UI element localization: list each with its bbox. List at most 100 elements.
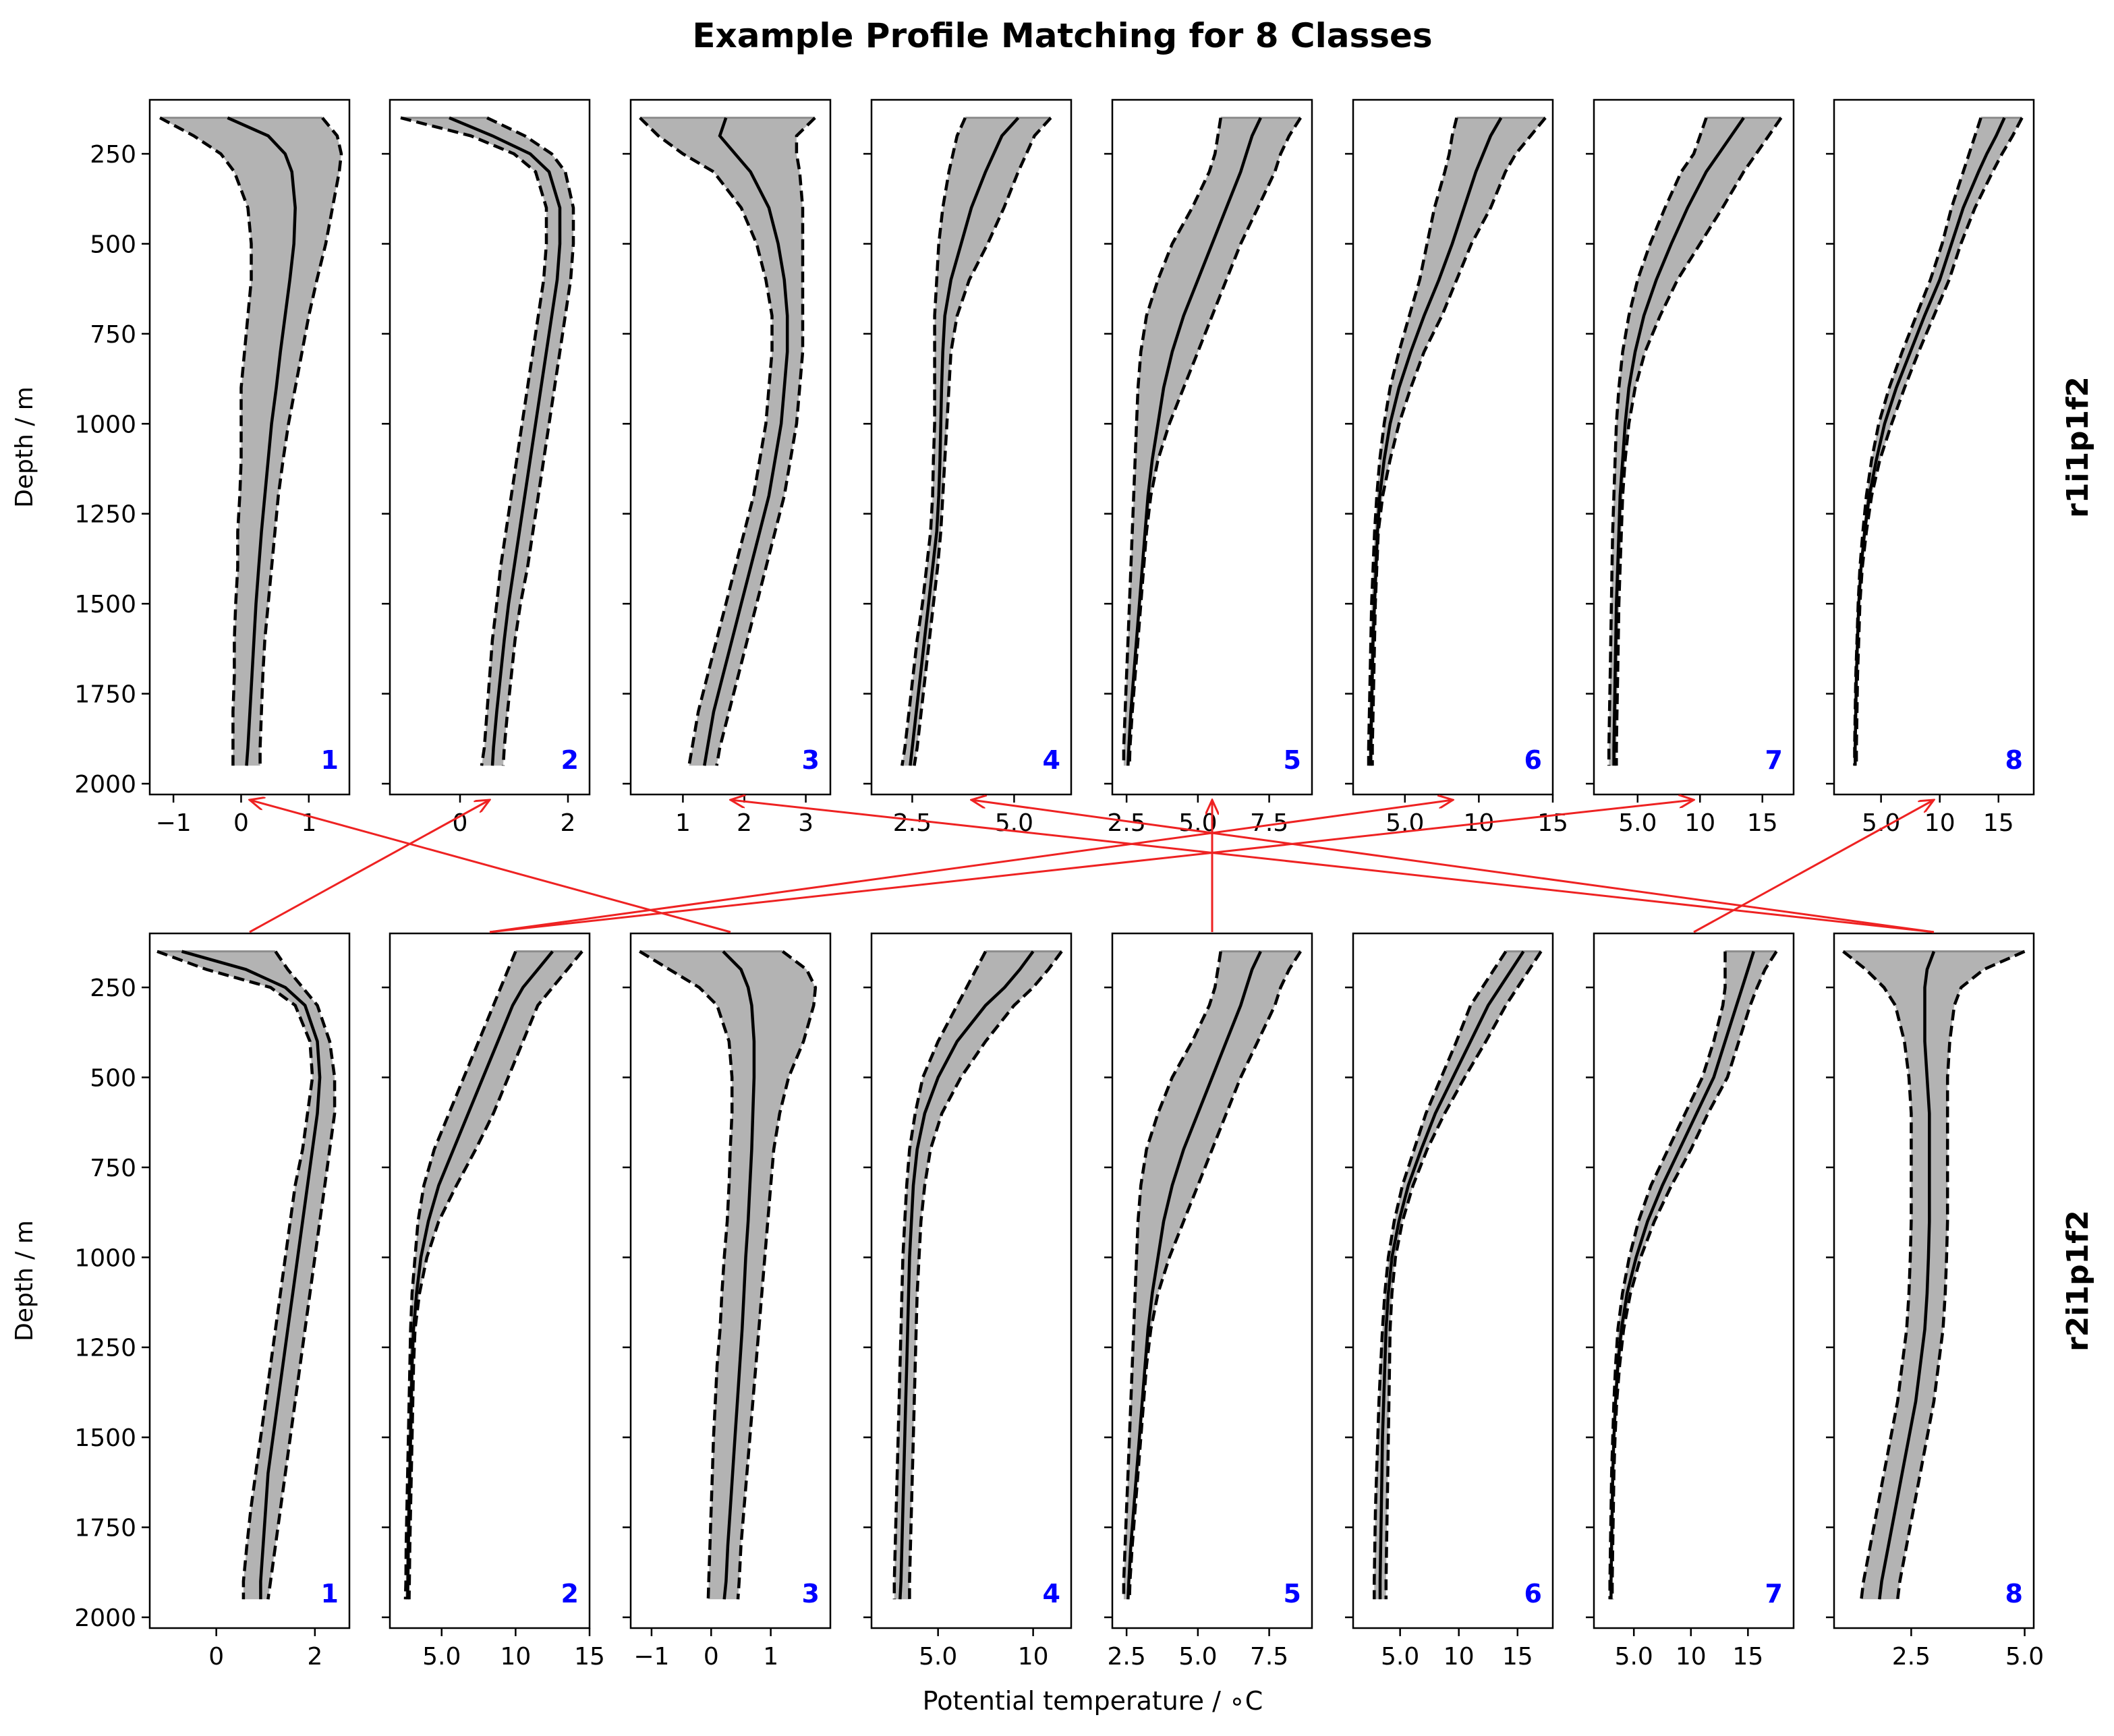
- panel-frame: [1833, 98, 2035, 796]
- spread-band: [1123, 117, 1301, 766]
- spread-band: [1123, 951, 1301, 1600]
- class-label: 2: [561, 745, 579, 775]
- y-tick-label: 750: [90, 1155, 136, 1182]
- x-tick-label: 0: [704, 1643, 719, 1671]
- x-tick-label: 10: [1676, 1643, 1707, 1671]
- spread-band: [1369, 117, 1545, 766]
- upper-bound-line: [258, 117, 343, 766]
- class-label: 5: [1284, 1579, 1301, 1609]
- class-label: 3: [802, 745, 820, 775]
- x-tick-label: 10: [1924, 809, 1955, 837]
- y-tick-label: 250: [90, 141, 136, 169]
- x-tick-label: 2.5: [1892, 1643, 1931, 1671]
- x-tick-label: 15: [1502, 1643, 1533, 1671]
- class-label: 6: [1524, 1579, 1542, 1609]
- x-tick-label: 2.5: [893, 809, 932, 837]
- lower-bound-line: [901, 117, 967, 766]
- spread-band: [1609, 117, 1781, 766]
- x-axis-label: Potential temperature / ∘C: [923, 1686, 1263, 1716]
- y-tick-label: 1250: [74, 501, 136, 529]
- lower-bound-line: [1607, 117, 1708, 766]
- class-label: 8: [2005, 1579, 2023, 1609]
- x-tick-label: 1: [301, 809, 316, 837]
- spread-band: [902, 117, 1051, 766]
- x-tick-label: 10: [500, 1643, 531, 1671]
- match-arrow-8-to-3: [731, 800, 1935, 933]
- panel-frame: [629, 932, 832, 1629]
- upper-bound-line: [1615, 117, 1783, 766]
- mean-profile-line: [1378, 950, 1525, 1600]
- mean-profile-line: [181, 950, 322, 1600]
- class-label: 8: [2005, 745, 2023, 775]
- mean-profile-line: [227, 116, 297, 766]
- upper-bound-line: [266, 950, 337, 1600]
- spread-band: [405, 951, 582, 1600]
- match-arrow-1-to-2: [249, 800, 490, 933]
- x-tick-label: 15: [1747, 809, 1778, 837]
- y-axis-label: Depth / m: [11, 386, 38, 508]
- spread-band: [1843, 951, 2025, 1600]
- match-arrow-3-to-1: [250, 800, 731, 933]
- panel-r2i1p1f2-class-5: 2.5 5.0 7.5 5: [1104, 932, 1313, 1671]
- x-tick-label: 3: [798, 809, 813, 837]
- y-tick-label: 1000: [74, 1244, 136, 1272]
- x-tick-label: 15: [574, 1643, 605, 1671]
- panel-frame: [1111, 98, 1313, 796]
- x-tick-label: 5.0: [422, 1643, 461, 1671]
- mean-profile-line: [1612, 117, 1745, 766]
- x-tick-label: 5.0: [2005, 1643, 2044, 1671]
- mean-profile-line: [406, 950, 554, 1600]
- spread-band: [401, 117, 573, 766]
- upper-bound-line: [913, 117, 1052, 766]
- spread-band: [1374, 951, 1541, 1600]
- panel-r2i1p1f2-class-3: −1 0 1 3: [623, 932, 832, 1671]
- class-label: 7: [1765, 745, 1783, 775]
- class-label: 4: [1043, 745, 1060, 775]
- y-tick-label: 1500: [74, 591, 136, 618]
- panel-frame: [148, 932, 351, 1629]
- panel-r2i1p1f2-class-4: 5.0 10 4: [863, 932, 1073, 1671]
- y-axis-label: Depth / m: [11, 1220, 38, 1341]
- lower-bound-line: [892, 950, 988, 1600]
- panel-frame: [389, 932, 591, 1629]
- x-tick-label: 5.0: [1615, 1643, 1653, 1671]
- lower-bound-line: [403, 950, 517, 1600]
- panel-r1i1p1f2-class-8: 5.0 10 15 8: [1826, 98, 2035, 837]
- x-tick-label: 5.0: [1618, 809, 1657, 837]
- upper-bound-line: [715, 117, 816, 766]
- class-label: 5: [1284, 745, 1301, 775]
- panel-frame: [1593, 932, 1795, 1629]
- x-tick-label: 5.0: [1178, 1643, 1217, 1671]
- panel-r1i1p1f2-class-1: 250 500 750 1000 1250 1500 1750 2000 −1 0 1 1: [74, 98, 351, 837]
- mean-profile-line: [1369, 117, 1503, 766]
- panel-frame: [1833, 932, 2035, 1629]
- match-arrow-2-to-7: [489, 800, 1694, 933]
- panel-r2i1p1f2-class-8: 2.5 5.0 8: [1826, 932, 2044, 1671]
- y-tick-label: 1250: [74, 1335, 136, 1362]
- y-tick-label: 1000: [74, 411, 136, 438]
- x-tick-label: 0: [233, 809, 249, 837]
- y-tick-label: 2000: [74, 771, 136, 799]
- x-tick-label: 0: [208, 1643, 224, 1671]
- y-tick-label: 500: [90, 1064, 136, 1092]
- spread-band: [639, 951, 816, 1600]
- x-tick-label: 15: [1732, 1643, 1763, 1671]
- match-arrow-8-to-4: [971, 800, 1935, 933]
- mean-profile-line: [1126, 950, 1262, 1600]
- panel-frame: [870, 932, 1073, 1629]
- panel-r2i1p1f2-class-7: 5.0 10 15 7: [1586, 932, 1795, 1671]
- x-tick-label: 1: [763, 1643, 778, 1671]
- x-tick-label: 10: [1444, 1643, 1475, 1671]
- x-tick-label: 2: [737, 809, 752, 837]
- y-tick-label: 1750: [74, 1515, 136, 1542]
- spread-band: [160, 117, 341, 766]
- spread-band: [157, 951, 335, 1600]
- panel-r1i1p1f2-class-5: 2.5 5.0 7.55: [1104, 98, 1313, 837]
- lower-bound-line: [1842, 950, 1913, 1600]
- x-tick-label: −1: [156, 809, 192, 837]
- x-tick-label: 5.0: [1381, 1643, 1419, 1671]
- lower-bound-line: [639, 950, 734, 1600]
- x-tick-label: 2.5: [1108, 1643, 1146, 1671]
